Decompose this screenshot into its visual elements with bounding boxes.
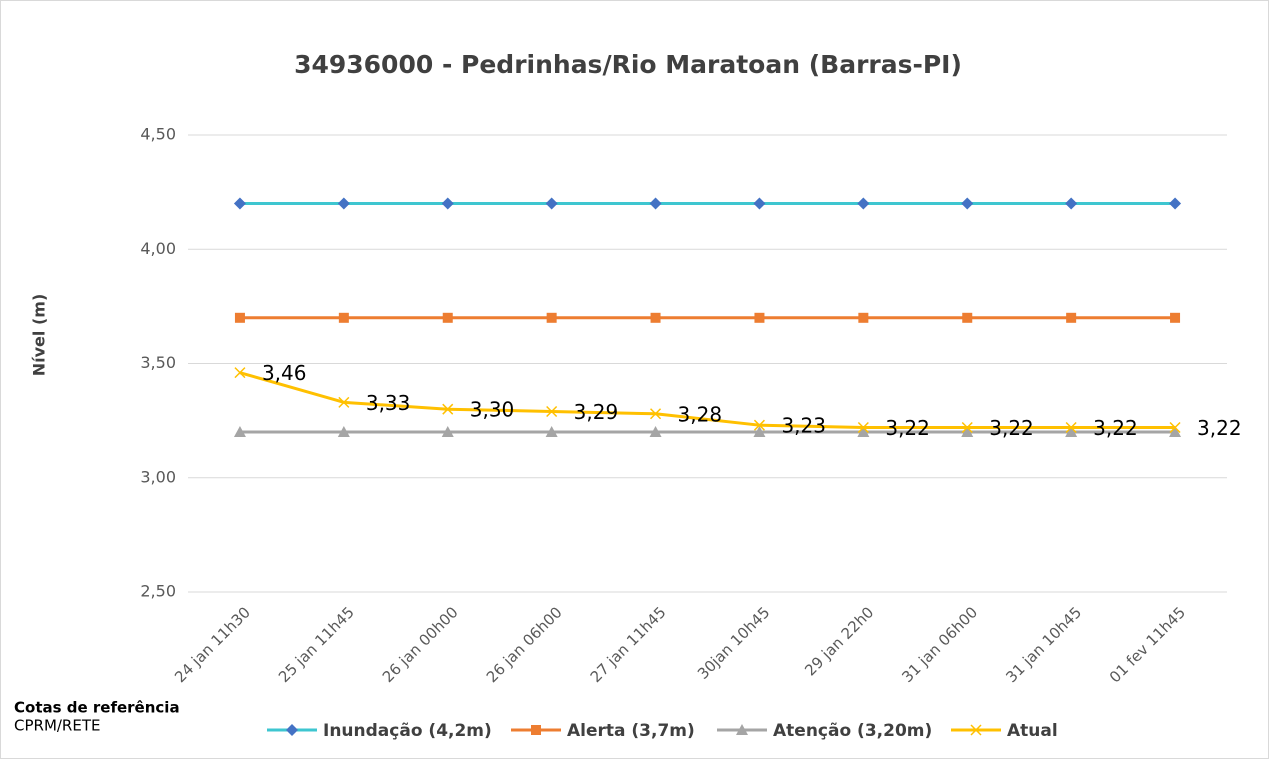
y-tick-label: 4,00 — [140, 239, 176, 258]
marker — [857, 426, 870, 438]
legend-label: Inundação (4,2m) — [323, 721, 492, 741]
y-tick-label: 4,50 — [140, 125, 176, 144]
marker — [1065, 426, 1078, 438]
marker — [338, 312, 349, 323]
marker — [337, 197, 350, 210]
data-label: 3,30 — [470, 398, 515, 422]
marker — [1169, 426, 1182, 438]
legend-marker — [286, 724, 298, 736]
data-label: 3,33 — [366, 391, 411, 415]
y-axis-title: Nível (m) — [30, 294, 49, 377]
marker — [1169, 197, 1182, 210]
marker — [546, 312, 557, 323]
footnote: CPRM/RETE — [14, 717, 100, 735]
marker — [857, 197, 870, 210]
legend-marker — [970, 724, 982, 736]
data-label: 3,29 — [574, 400, 619, 424]
marker — [337, 426, 350, 438]
marker — [961, 197, 974, 210]
y-tick-label: 2,50 — [140, 582, 176, 601]
marker — [233, 197, 246, 210]
marker — [442, 403, 454, 415]
marker — [650, 408, 662, 420]
marker — [753, 426, 766, 438]
marker — [650, 312, 661, 323]
data-label: 3,22 — [1093, 416, 1138, 440]
marker — [234, 312, 245, 323]
marker — [649, 197, 662, 210]
marker — [858, 312, 869, 323]
marker — [546, 405, 558, 418]
footnote-title: Cotas de referência — [14, 699, 180, 717]
marker — [1170, 312, 1181, 323]
legend-label: Alerta (3,7m) — [567, 721, 695, 741]
marker — [234, 367, 246, 379]
legend-marker — [736, 724, 748, 735]
data-label: 3,23 — [781, 414, 826, 438]
data-label: 3,22 — [885, 416, 930, 440]
marker — [753, 419, 765, 431]
data-label: 3,28 — [678, 402, 723, 426]
marker — [233, 426, 246, 438]
chart-title: 34936000 - Pedrinhas/Rio Maratoan (Barra… — [294, 50, 962, 79]
legend-label: Atenção (3,20m) — [773, 721, 932, 741]
marker — [1066, 312, 1077, 323]
marker — [754, 312, 765, 323]
legend-label: Atual — [1007, 721, 1058, 741]
marker — [338, 396, 350, 408]
marker — [753, 197, 766, 210]
data-label: 3,22 — [1197, 416, 1242, 440]
marker — [441, 426, 454, 438]
series-line — [239, 371, 1176, 429]
marker — [961, 421, 973, 434]
y-tick-label: 3,00 — [140, 467, 176, 486]
data-label: 3,46 — [262, 361, 307, 385]
marker — [1169, 421, 1181, 434]
legend-marker — [531, 725, 541, 735]
data-label: 3,22 — [989, 416, 1034, 440]
marker — [545, 197, 558, 210]
marker — [962, 312, 973, 323]
marker — [1065, 197, 1078, 210]
y-tick-label: 3,50 — [140, 353, 176, 372]
marker — [442, 312, 453, 323]
marker — [857, 421, 869, 434]
marker — [441, 197, 454, 210]
marker — [1065, 421, 1077, 434]
marker — [649, 426, 662, 438]
marker — [545, 426, 558, 438]
marker — [961, 426, 974, 438]
